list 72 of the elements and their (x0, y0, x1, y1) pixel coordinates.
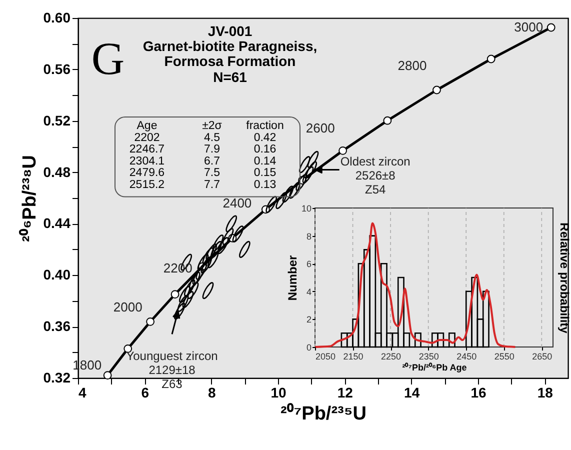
x-tick-label: 2450 (456, 352, 477, 362)
annotation: Formosa Formation (164, 53, 296, 69)
point (338, 146, 348, 155)
annotation: JV-001 (208, 23, 252, 39)
x-tick-label: 4 (78, 384, 86, 400)
x-tick-label: 2650 (532, 352, 552, 362)
point (103, 371, 112, 380)
y-tick-label: 0 (306, 342, 312, 352)
y-tick-label: 10 (301, 204, 312, 214)
annotation: 2202 (134, 132, 160, 144)
annotation: 0.13 (254, 179, 276, 191)
annotation: 2800 (398, 58, 427, 73)
y-tick-label: 0.52 (43, 112, 71, 128)
y-tick-label: 0.48 (43, 164, 71, 180)
point (146, 317, 155, 326)
annotation: 0.16 (254, 144, 276, 156)
x-tick-label: 16 (470, 384, 486, 400)
annotation: 2000 (113, 300, 142, 315)
annotation: 2600 (306, 120, 335, 136)
annotation: fraction (246, 120, 284, 132)
x-tick-label: 2350 (418, 352, 439, 362)
annotation: 2246.7 (129, 144, 165, 156)
annotation: ±2σ (202, 120, 222, 132)
annotation: 6.7 (204, 155, 220, 168)
y2-axis-title: Relative probability (558, 222, 571, 334)
point (170, 290, 180, 298)
annotation: G (91, 33, 125, 84)
x-tick-label: 2150 (343, 352, 364, 362)
annotation: 2479.6 (129, 167, 165, 180)
y-axis-title: Number (285, 255, 300, 301)
x-tick-label: 2250 (381, 352, 402, 362)
annotation: N=61 (213, 69, 248, 85)
x-tick-label: 10 (270, 384, 286, 400)
y-axis-title: ²⁰⁶Pb/²³⁸U (18, 155, 40, 242)
annotation: 2304.1 (129, 155, 165, 168)
annotation: Garnet-biotite Paragneiss, (142, 38, 318, 54)
annotation: 4.5 (204, 132, 220, 144)
x-tick-label: 12 (337, 384, 354, 400)
y-tick-label: 4 (306, 286, 312, 297)
point (486, 54, 496, 64)
annotation: Age (136, 120, 158, 132)
x-axis-title: ²⁰⁷Pb/²³⁵U (280, 402, 367, 424)
line-series (314, 222, 516, 348)
x-tick-label: 14 (404, 384, 420, 400)
point (432, 86, 441, 94)
y-tick-label: 0.40 (43, 266, 71, 283)
x-tick-label: 2050 (316, 352, 336, 362)
x-axis-title: ²⁰⁷Pb/²⁰⁶Pb Age (402, 362, 467, 372)
annotation: Oldest zircon 2526±8 Z54 (340, 154, 410, 197)
y-tick-label: 0.32 (43, 370, 71, 386)
y-tick-label: 0.36 (43, 318, 71, 334)
y-tick-label: 8 (306, 231, 312, 242)
y-tick-label: 2 (306, 314, 312, 325)
x-tick-label: 2550 (494, 352, 514, 362)
x-tick-label: 18 (537, 384, 554, 400)
y-tick-label: 6 (306, 259, 312, 270)
y-tick-label: 0.44 (43, 215, 71, 232)
x-tick-label: 8 (208, 384, 216, 400)
annotation: 7.9 (204, 144, 220, 156)
annotation: 7.5 (204, 167, 220, 180)
point (546, 23, 556, 32)
annotation: 7.7 (204, 179, 220, 191)
annotation: 3000 (514, 20, 544, 35)
annotation: 0.42 (254, 132, 276, 144)
annotation: 2515.2 (129, 179, 165, 191)
annotation: 2400 (222, 195, 252, 210)
point (383, 116, 392, 125)
annotation: 0.14 (254, 155, 277, 168)
annotation: 0.15 (254, 167, 276, 180)
annotation: 2200 (163, 260, 192, 276)
y-tick-label: 0.60 (43, 10, 71, 26)
y-tick-label: 0.56 (43, 60, 71, 77)
